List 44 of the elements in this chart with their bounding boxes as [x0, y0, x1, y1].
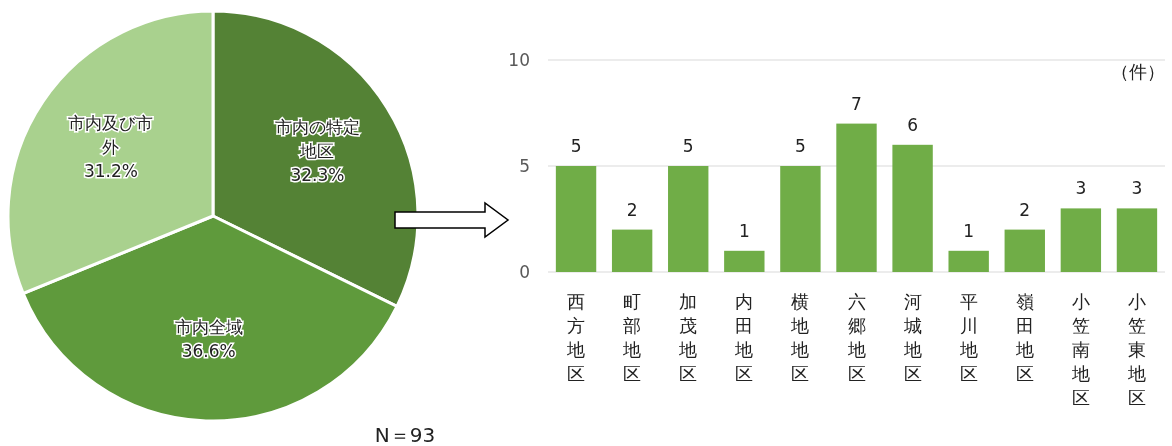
bar — [1004, 229, 1045, 272]
x-tick-label: 小笠南地区 — [1070, 291, 1090, 408]
y-tick-label: 10 — [508, 50, 530, 70]
bar — [1116, 208, 1158, 272]
data-label: 36.6% — [181, 340, 236, 361]
slice-label: 市内全域 — [174, 316, 243, 337]
data-label: 3 — [1075, 178, 1087, 199]
x-tick-label: 嶺田地区 — [1014, 291, 1034, 384]
data-label: 2 — [626, 199, 638, 220]
data-label: 2 — [1019, 199, 1031, 220]
slice-label: 市内の特定地区 — [274, 116, 360, 161]
x-tick-label: 町部地区 — [622, 291, 642, 384]
x-tick-label: 横地地区 — [790, 291, 810, 384]
data-label: 6 — [907, 114, 918, 135]
bar — [555, 166, 597, 272]
bar — [611, 229, 653, 272]
data-label: 3 — [1131, 178, 1143, 199]
x-tick-label: 河城地区 — [902, 291, 922, 384]
bar — [668, 166, 709, 272]
data-label: 32.3% — [290, 164, 345, 185]
data-label: 1 — [738, 220, 750, 241]
bar — [836, 123, 877, 272]
bar — [724, 250, 765, 272]
x-tick-label: 六郷地区 — [846, 291, 866, 384]
bar — [948, 250, 989, 272]
y-tick-label: 5 — [519, 156, 530, 176]
text: N＝93 — [374, 423, 436, 446]
slice-label: 市内及び市外 — [68, 113, 154, 158]
data-label: 1 — [963, 220, 975, 241]
data-label: 31.2% — [83, 161, 138, 182]
bar — [892, 144, 933, 272]
data-label: 7 — [851, 93, 862, 114]
x-tick-label: 内田地区 — [734, 291, 754, 384]
x-tick-label: 西方地区 — [566, 291, 586, 384]
data-label: 5 — [570, 136, 582, 156]
bar — [780, 166, 821, 272]
y-axis-title: （件） — [1111, 61, 1165, 82]
y-tick-label: 0 — [519, 262, 530, 282]
x-tick-label: 加茂地区 — [678, 291, 698, 384]
x-tick-label: 小笠東地区 — [1126, 291, 1146, 408]
bar — [1060, 208, 1102, 272]
x-tick-label: 平川地区 — [958, 291, 978, 384]
data-label: 5 — [682, 136, 694, 156]
data-label: 5 — [795, 136, 806, 156]
